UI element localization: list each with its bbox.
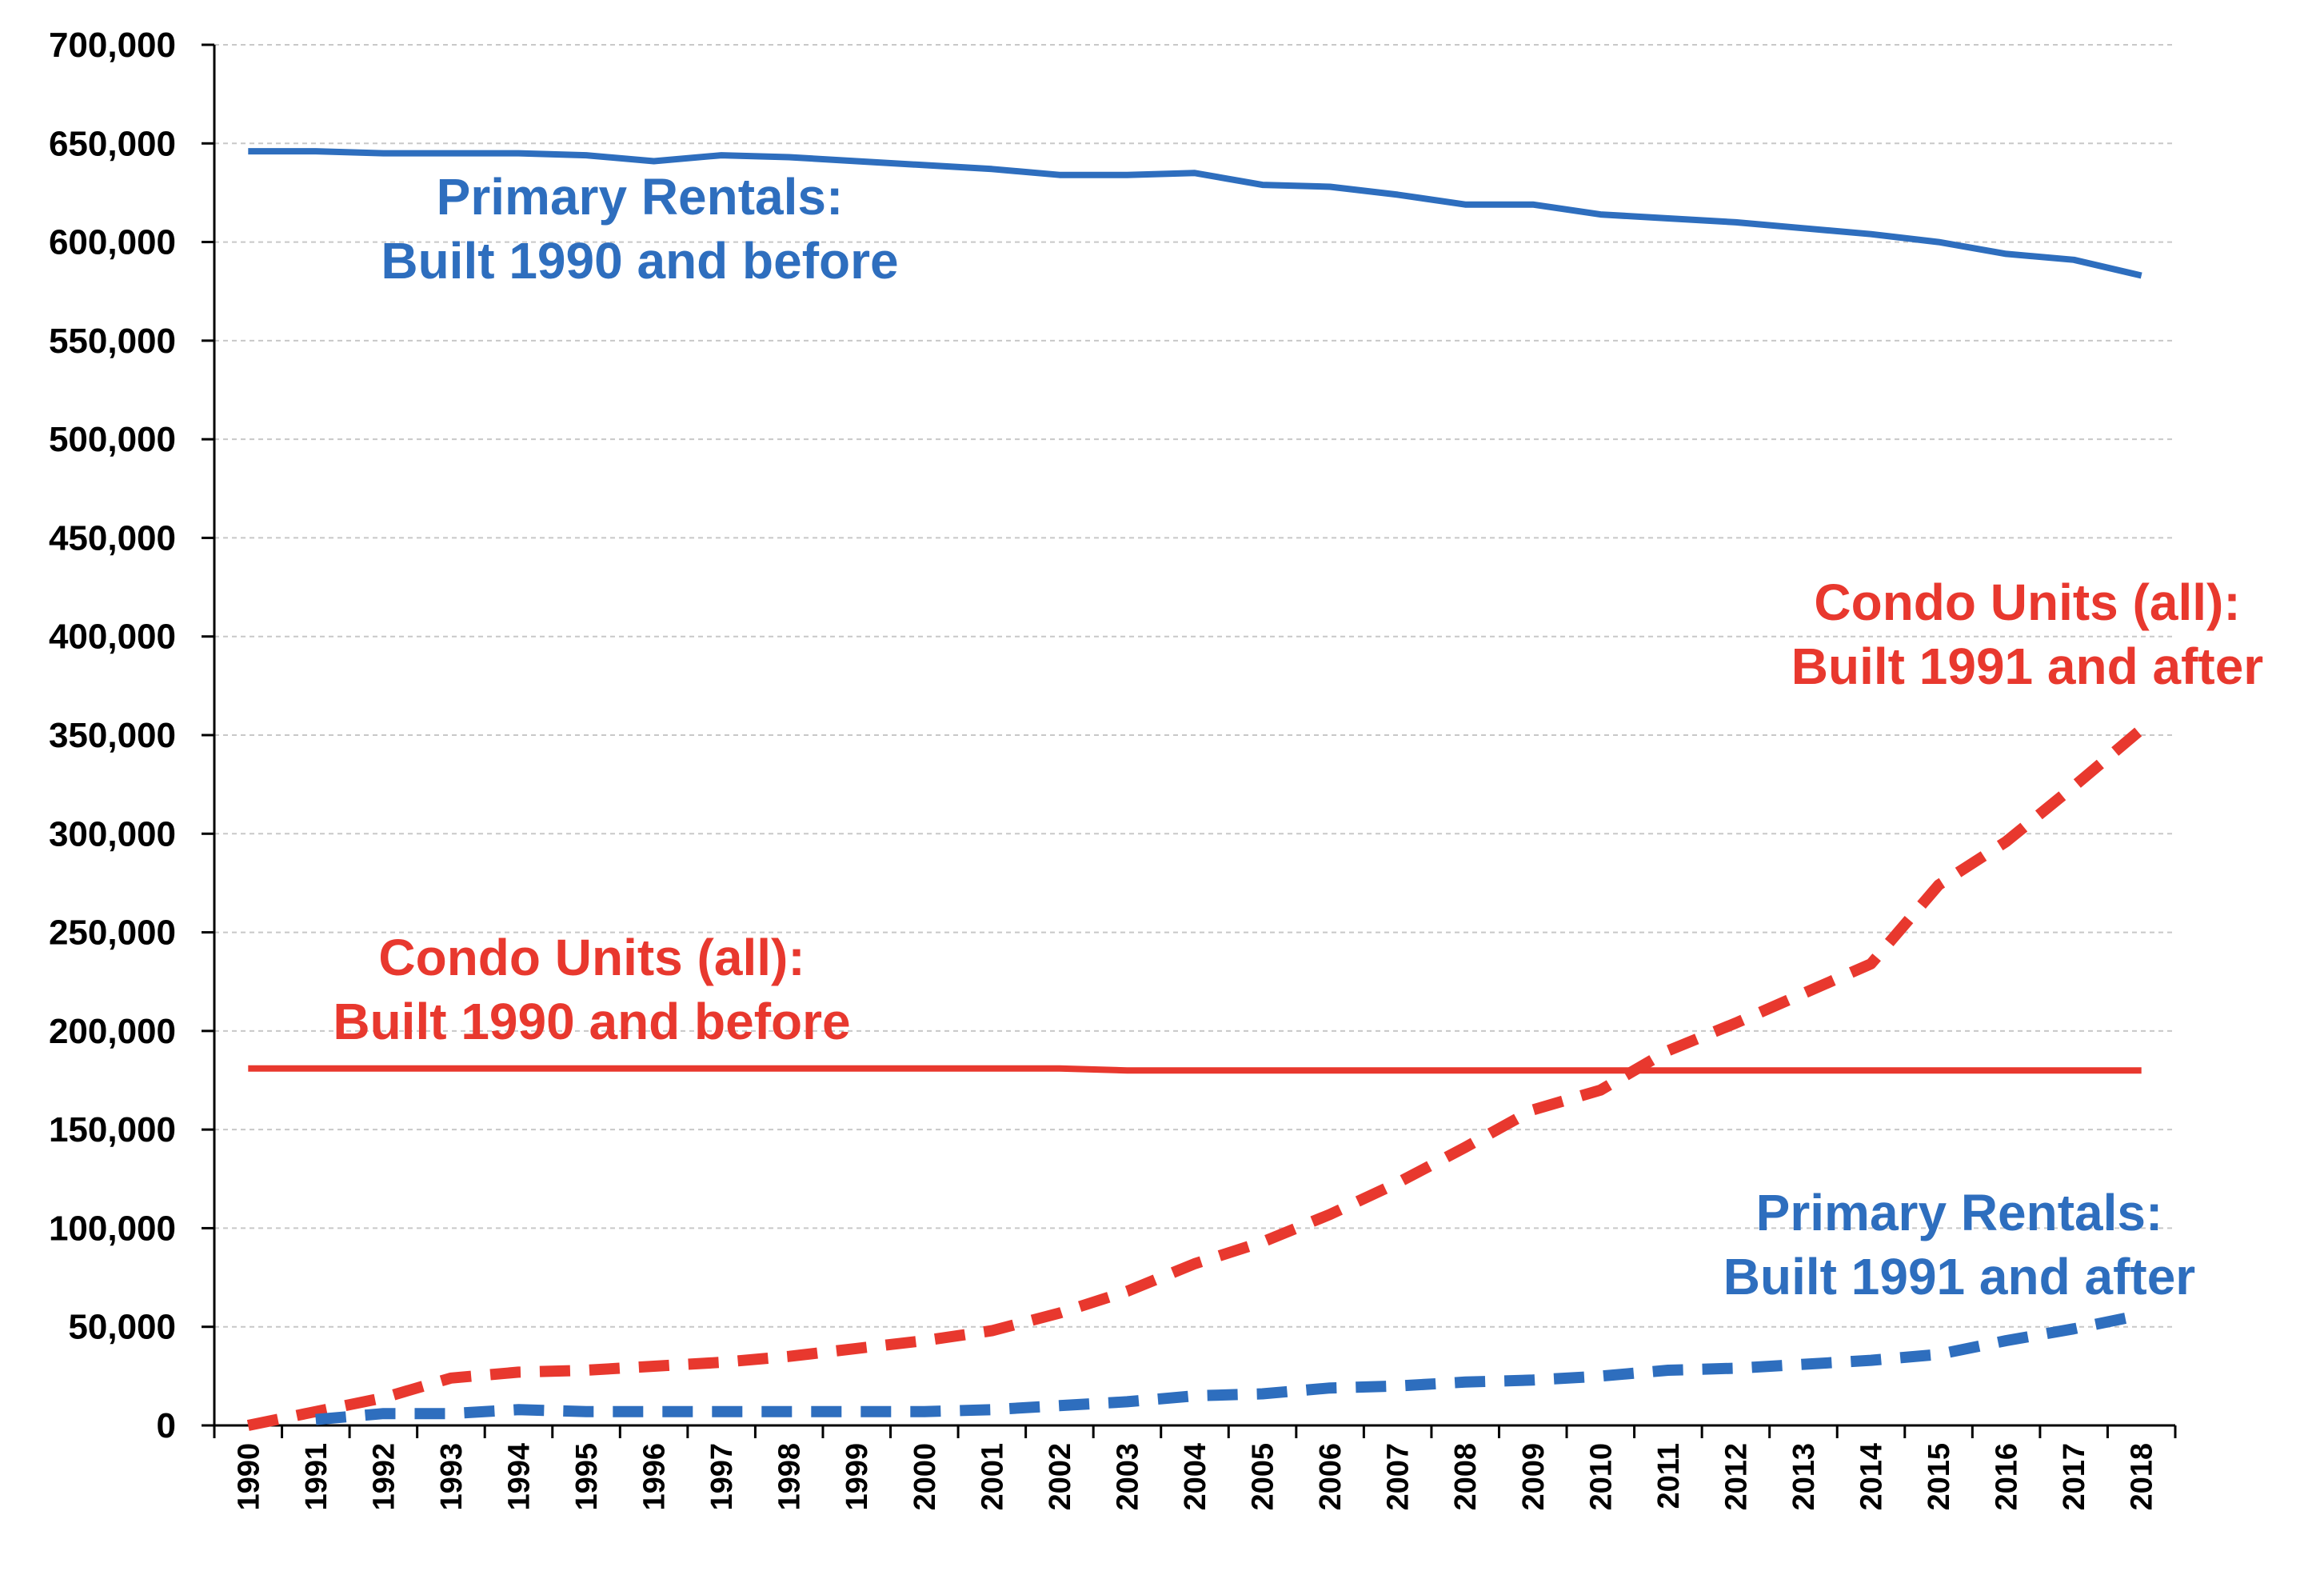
annotation-condo-1990-line1: Condo Units (all): [378, 929, 805, 986]
annotation-primary-1990-line1: Primary Rentals: [437, 168, 844, 226]
series-lines [246, 148, 2146, 1431]
x-tick-label: 1995 [570, 1443, 604, 1511]
x-tick-label: 2014 [1855, 1443, 1889, 1511]
series-line-2 [246, 725, 2146, 1431]
x-tick-label: 2008 [1449, 1443, 1483, 1511]
x-tick-label: 1993 [435, 1443, 469, 1511]
annotation-primary-1990-line2: Built 1990 and before [381, 232, 898, 290]
annotation-primary-1991-line1: Primary Rentals: [1756, 1184, 2163, 1241]
x-tick-label: 1999 [841, 1443, 874, 1511]
x-tick-label: 1997 [705, 1443, 739, 1511]
x-tick-label: 1998 [773, 1443, 807, 1511]
y-tick-label: 600,000 [49, 223, 176, 262]
axes: 0 50,000 100,000 150,000 200,000 250,000 300,0… [49, 26, 2177, 1511]
x-tick-label: 2017 [2058, 1443, 2091, 1511]
y-tick-label: 200,000 [49, 1012, 176, 1051]
y-tick-label: 0 [157, 1406, 176, 1445]
y-tick-label: 50,000 [68, 1308, 176, 1347]
x-tick-label: 2012 [1719, 1443, 1753, 1511]
y-tick-label: 100,000 [49, 1209, 176, 1248]
y-tick-label: 300,000 [49, 814, 176, 853]
y-tick-label: 400,000 [49, 618, 176, 657]
x-tick-label: 1992 [367, 1443, 401, 1511]
x-tick-label: 2009 [1517, 1443, 1551, 1511]
x-tick-label: 2007 [1382, 1443, 1416, 1511]
x-tick-label: 2005 [1247, 1443, 1280, 1511]
x-tick-label: 2001 [976, 1443, 1009, 1511]
x-tick-label: 1994 [502, 1443, 536, 1511]
series-line-0 [248, 148, 2142, 279]
y-tick-label: 550,000 [49, 322, 176, 361]
annotation-condo-1991-line2: Built 1991 and after [1791, 638, 2263, 695]
y-tick-label: 150,000 [49, 1110, 176, 1149]
y-tick-label: 350,000 [49, 716, 176, 755]
series-line-1 [248, 1065, 2142, 1074]
x-tick-label: 1996 [638, 1443, 672, 1511]
x-tick-label: 2000 [908, 1443, 942, 1511]
x-tick-label: 2003 [1111, 1443, 1144, 1511]
x-tick-label: 1991 [300, 1443, 333, 1511]
annotation-condo-1991-line1: Condo Units (all): [1814, 574, 2240, 631]
x-tick-label: 2013 [1787, 1443, 1821, 1511]
x-tick-label: 2004 [1179, 1443, 1212, 1511]
x-tick-label: 2011 [1652, 1443, 1686, 1509]
y-tick-label: 500,000 [49, 420, 176, 459]
x-tick-label: 2010 [1584, 1443, 1618, 1511]
gridlines [214, 44, 2175, 1328]
y-tick-label: 700,000 [49, 26, 176, 65]
y-tick-label: 650,000 [49, 124, 176, 163]
y-tick-label: 450,000 [49, 518, 176, 558]
y-tick-label: 250,000 [49, 913, 176, 953]
x-tick-label: 2002 [1044, 1443, 1077, 1511]
annotation-primary-1991-line2: Built 1991 and after [1723, 1248, 2195, 1305]
x-tick-label: 2018 [2126, 1443, 2159, 1511]
x-tick-label: 1990 [232, 1443, 266, 1511]
x-tick-label: 2016 [1991, 1443, 2024, 1511]
series-line-3 [315, 1309, 2143, 1425]
x-tick-label: 2015 [1923, 1443, 1956, 1511]
x-tick-label: 2006 [1314, 1443, 1348, 1511]
annotations: Primary Rentals: Built 1990 and before C… [333, 168, 2263, 1305]
annotation-condo-1990-line2: Built 1990 and before [333, 993, 850, 1050]
